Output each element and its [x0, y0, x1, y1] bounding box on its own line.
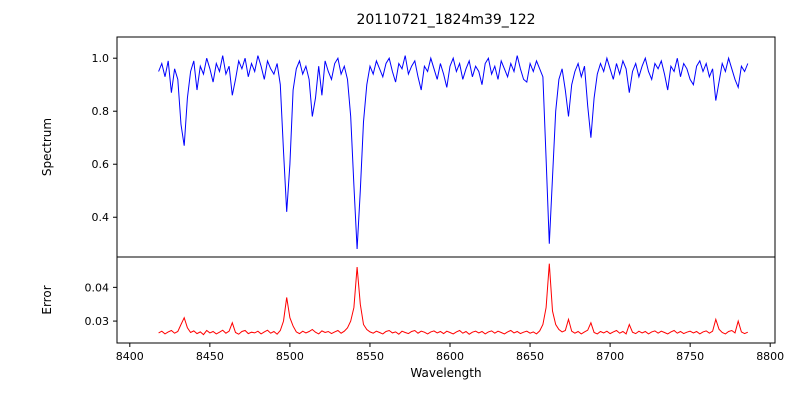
y-tick-label-spectrum: 1.0 [92, 52, 110, 65]
x-tick-label: 8750 [676, 350, 704, 363]
x-tick-label: 8800 [756, 350, 784, 363]
x-tick-label: 8650 [516, 350, 544, 363]
y-tick-label-spectrum: 0.6 [92, 158, 110, 171]
y-tick-label-error: 0.04 [85, 281, 110, 294]
panel-frame-error [116, 256, 776, 344]
x-tick-label: 8500 [276, 350, 304, 363]
plot-title: 20110721_1824m39_122 [356, 12, 536, 28]
x-tick-label: 8550 [356, 350, 384, 363]
error-line [158, 263, 749, 336]
y-tick-label-spectrum: 0.4 [92, 211, 110, 224]
x-tick-label: 8400 [116, 350, 144, 363]
spectrum-line [158, 55, 749, 250]
y-tick-label-spectrum: 0.8 [92, 105, 110, 118]
y-tick-label-error: 0.03 [85, 315, 110, 328]
x-tick-label: 8450 [196, 350, 224, 363]
panel-frame-spectrum [116, 36, 776, 258]
x-axis-label: Wavelength [410, 366, 482, 380]
x-tick-label: 8600 [436, 350, 464, 363]
x-tick-label: 8700 [596, 350, 624, 363]
